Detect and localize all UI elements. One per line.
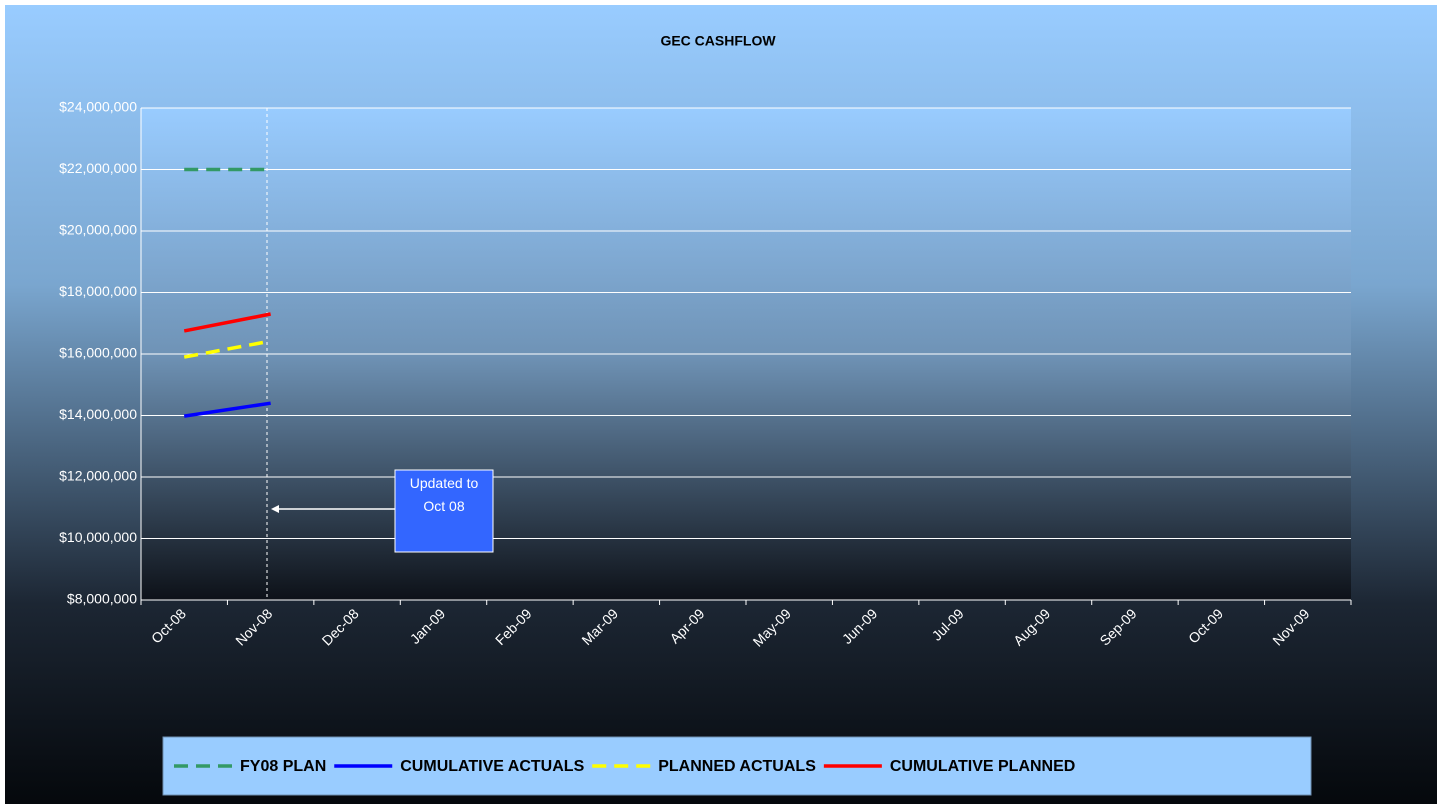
annotation-arrowhead — [271, 505, 279, 513]
series-line — [183, 339, 271, 359]
y-tick-label: $14,000,000 — [59, 406, 137, 422]
series-line — [183, 401, 271, 418]
legend-label: PLANNED ACTUALS — [658, 758, 816, 775]
chart-title: GEC CASHFLOW — [660, 33, 776, 49]
annotation-box — [394, 469, 494, 553]
y-tick-label: $22,000,000 — [59, 160, 137, 176]
y-tick-label: $18,000,000 — [59, 283, 137, 299]
annotation-line: Updated to — [410, 475, 479, 491]
legend-label: CUMULATIVE PLANNED — [890, 758, 1075, 775]
y-tick-label: $12,000,000 — [59, 468, 137, 484]
y-tick-label: $10,000,000 — [59, 529, 137, 545]
annotation-line: Oct 08 — [423, 498, 464, 514]
legend-label: CUMULATIVE ACTUALS — [400, 758, 584, 775]
y-tick-label: $8,000,000 — [67, 591, 137, 607]
y-tick-label: $20,000,000 — [59, 222, 137, 238]
legend-label: FY08 PLAN — [240, 758, 326, 775]
y-tick-label: $24,000,000 — [59, 99, 137, 115]
series-line — [183, 312, 271, 333]
annotation: Updated to Oct 08 — [410, 475, 479, 514]
y-tick-label: $16,000,000 — [59, 345, 137, 361]
